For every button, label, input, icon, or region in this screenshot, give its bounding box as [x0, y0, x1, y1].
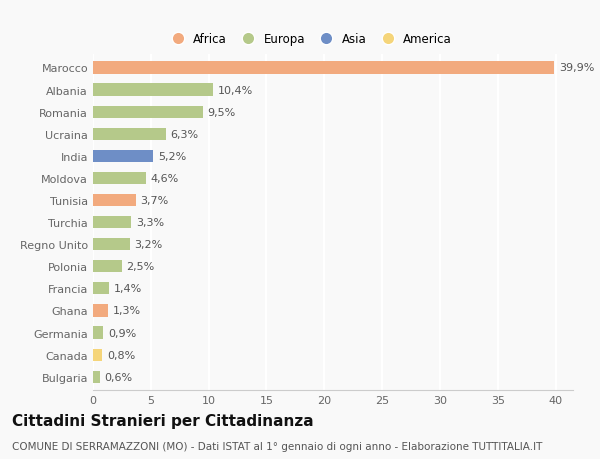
Text: 5,2%: 5,2%	[158, 151, 186, 162]
Text: 3,2%: 3,2%	[134, 240, 163, 250]
Text: 0,9%: 0,9%	[108, 328, 136, 338]
Bar	[93, 129, 166, 140]
Bar	[93, 371, 100, 383]
Text: COMUNE DI SERRAMAZZONI (MO) - Dati ISTAT al 1° gennaio di ogni anno - Elaborazio: COMUNE DI SERRAMAZZONI (MO) - Dati ISTAT…	[12, 441, 542, 451]
Bar	[93, 106, 203, 118]
Bar	[93, 283, 109, 295]
Bar	[93, 327, 103, 339]
Bar	[93, 84, 213, 96]
Legend: Africa, Europa, Asia, America: Africa, Europa, Asia, America	[166, 33, 452, 46]
Text: 3,3%: 3,3%	[136, 218, 164, 228]
Bar	[93, 173, 146, 185]
Text: 0,6%: 0,6%	[104, 372, 133, 382]
Text: 2,5%: 2,5%	[127, 262, 155, 272]
Text: 39,9%: 39,9%	[559, 63, 595, 73]
Text: 1,4%: 1,4%	[114, 284, 142, 294]
Text: Cittadini Stranieri per Cittadinanza: Cittadini Stranieri per Cittadinanza	[12, 413, 314, 428]
Bar	[93, 195, 136, 207]
Bar	[93, 62, 554, 74]
Bar	[93, 217, 131, 229]
Bar	[93, 349, 102, 361]
Text: 1,3%: 1,3%	[113, 306, 141, 316]
Text: 3,7%: 3,7%	[140, 196, 169, 206]
Bar	[93, 239, 130, 251]
Text: 6,3%: 6,3%	[170, 129, 199, 140]
Bar	[93, 305, 108, 317]
Text: 0,8%: 0,8%	[107, 350, 135, 360]
Bar	[93, 261, 122, 273]
Text: 4,6%: 4,6%	[151, 174, 179, 184]
Text: 10,4%: 10,4%	[218, 85, 253, 95]
Bar	[93, 151, 153, 162]
Text: 9,5%: 9,5%	[208, 107, 236, 118]
